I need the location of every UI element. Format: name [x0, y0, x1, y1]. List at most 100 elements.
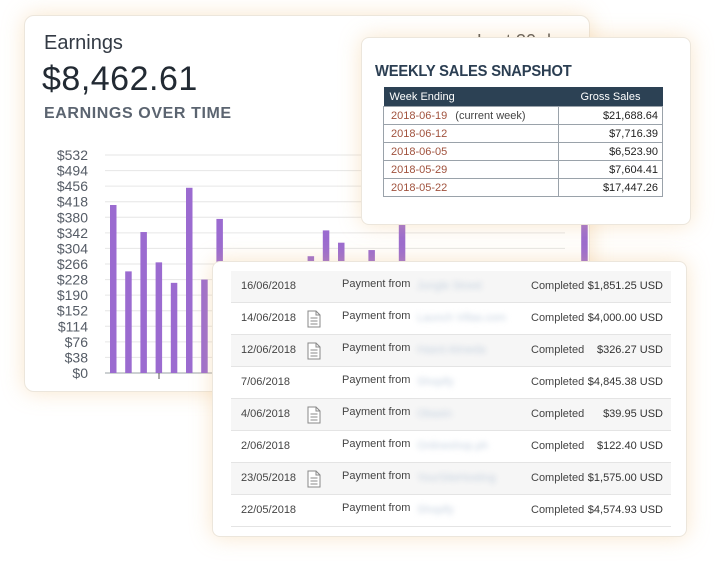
transaction-status: Completed — [531, 472, 585, 484]
transaction-status: Completed — [531, 504, 585, 516]
transaction-label: Payment from — [342, 406, 411, 418]
earnings-bar[interactable] — [201, 279, 208, 373]
transaction-label: Payment from — [342, 470, 411, 482]
snapshot-row: 2018-05-22 $17,447.26 — [383, 178, 663, 197]
y-tick-label: $532 — [57, 147, 88, 163]
y-tick-label: $266 — [57, 256, 88, 272]
gross-sales-value: $7,716.39 — [558, 124, 663, 143]
transaction-label: Payment from — [342, 342, 411, 354]
transaction-row[interactable]: 22/05/2018 Payment from Shopify Completed $4… — [231, 495, 671, 527]
document-icon[interactable] — [307, 303, 321, 328]
transaction-payer[interactable]: Onlineshop.ph — [417, 440, 488, 452]
week-ending-date[interactable]: 2018-05-29 — [383, 160, 559, 179]
gross-sales-header: Gross Sales — [558, 87, 663, 107]
transactions-list: 16/06/2018 Payment from Jungle Street Compl… — [231, 271, 671, 527]
y-tick-label: $38 — [65, 349, 89, 365]
transaction-status: Completed — [531, 280, 585, 292]
transaction-row[interactable]: 14/06/2018 Payment from Launch Villas.com C… — [231, 303, 671, 335]
week-date-text[interactable]: 2018-06-12 — [391, 127, 448, 140]
transaction-date: 16/06/2018 — [241, 280, 297, 292]
y-tick-label: $152 — [57, 303, 88, 319]
transaction-label: Payment from — [342, 374, 411, 386]
earnings-bar[interactable] — [110, 204, 117, 373]
transaction-amount: $4,574.93 USD — [587, 504, 663, 516]
transaction-amount: $1,575.00 USD — [587, 472, 663, 484]
transaction-row[interactable]: 16/06/2018 Payment from Jungle Street Compl… — [231, 271, 671, 303]
snapshot-row: 2018-06-19 (current week) $21,688.64 — [383, 106, 663, 125]
transaction-payer[interactable]: YourSiteHosting — [417, 472, 496, 484]
snapshot-header-row: Week Ending Gross Sales — [383, 87, 663, 107]
transaction-date: 4/06/2018 — [241, 408, 290, 420]
transaction-status: Completed — [531, 440, 585, 452]
transaction-label: Payment from — [342, 278, 411, 290]
transaction-payer[interactable]: Shopify — [417, 504, 454, 516]
transaction-date: 12/06/2018 — [241, 344, 297, 356]
snapshot-row: 2018-06-12 $7,716.39 — [383, 124, 663, 143]
transaction-amount: $39.95 USD — [603, 408, 663, 420]
y-tick-label: $456 — [57, 178, 88, 194]
week-ending-date[interactable]: 2018-06-19 (current week) — [383, 106, 559, 125]
transaction-payer[interactable]: Obasin — [417, 408, 452, 420]
week-ending-date[interactable]: 2018-06-12 — [383, 124, 559, 143]
week-ending-date[interactable]: 2018-05-22 — [383, 178, 559, 197]
y-tick-label: $114 — [58, 318, 88, 334]
document-icon[interactable] — [307, 335, 321, 360]
y-tick-label: $418 — [57, 194, 88, 210]
earnings-bar[interactable] — [170, 282, 178, 373]
transaction-date: 2/06/2018 — [241, 440, 290, 452]
earnings-amount: $8,462.61 — [42, 60, 198, 98]
y-tick-label: $228 — [57, 272, 88, 288]
y-tick-label: $76 — [65, 334, 89, 350]
transaction-amount: $4,000.00 USD — [587, 312, 663, 324]
week-date-text[interactable]: 2018-06-19 — [391, 109, 448, 122]
transaction-amount: $326.27 USD — [596, 344, 663, 356]
week-note: (current week) — [455, 109, 526, 122]
transaction-date: 14/06/2018 — [241, 312, 297, 324]
transaction-row[interactable]: 4/06/2018 Payment from Obasin Completed $39.… — [231, 399, 671, 431]
transaction-date: 23/05/2018 — [241, 472, 297, 484]
transaction-payer[interactable]: Shopify — [417, 376, 454, 388]
weekly-sales-card: WEEKLY SALES SNAPSHOT Week Ending Gross … — [361, 37, 691, 225]
week-date-text[interactable]: 2018-05-22 — [391, 181, 448, 194]
transaction-amount: $122.40 USD — [596, 440, 663, 452]
earnings-bar[interactable] — [186, 187, 193, 373]
transaction-label: Payment from — [342, 438, 411, 450]
earnings-subtitle: EARNINGS OVER TIME — [44, 105, 232, 122]
transaction-label: Payment from — [342, 502, 411, 514]
transaction-status: Completed — [531, 408, 585, 420]
week-date-text[interactable]: 2018-05-29 — [391, 163, 448, 176]
snapshot-table: Week Ending Gross Sales 2018-06-19 (curre… — [383, 87, 663, 197]
y-tick-label: $0 — [72, 365, 88, 381]
y-tick-label: $494 — [57, 163, 88, 179]
gross-sales-value: $7,604.41 — [558, 160, 663, 179]
transaction-status: Completed — [531, 312, 585, 324]
y-tick-label: $342 — [57, 225, 88, 241]
earnings-bar[interactable] — [155, 262, 163, 373]
earnings-bar[interactable] — [140, 232, 147, 373]
y-tick-label: $304 — [57, 240, 88, 256]
transaction-row[interactable]: 2/06/2018 Payment from Onlineshop.ph Comple… — [231, 431, 671, 463]
transactions-card: 16/06/2018 Payment from Jungle Street Compl… — [212, 261, 687, 537]
snapshot-row: 2018-05-29 $7,604.41 — [383, 160, 663, 179]
transaction-status: Completed — [531, 376, 585, 388]
week-ending-date[interactable]: 2018-06-05 — [383, 142, 559, 161]
transaction-status: Completed — [531, 344, 585, 356]
gross-sales-value: $21,688.64 — [558, 106, 663, 125]
y-tick-label: $380 — [57, 209, 88, 225]
week-date-text[interactable]: 2018-06-05 — [391, 145, 448, 158]
earnings-bar[interactable] — [125, 271, 132, 373]
transaction-date: 22/05/2018 — [241, 504, 297, 516]
earnings-title: Earnings — [44, 32, 123, 54]
week-ending-header: Week Ending — [383, 87, 559, 107]
y-tick-label: $190 — [57, 287, 88, 303]
transaction-payer[interactable]: Jungle Street — [417, 280, 482, 292]
transaction-date: 7/06/2018 — [241, 376, 290, 388]
transaction-row[interactable]: 12/06/2018 Payment from Hasnt Almeda Comple… — [231, 335, 671, 367]
document-icon[interactable] — [307, 399, 321, 424]
gross-sales-value: $17,447.26 — [558, 178, 663, 197]
transaction-payer[interactable]: Launch Villas.com — [417, 312, 507, 324]
document-icon[interactable] — [307, 463, 321, 488]
transaction-row[interactable]: 23/05/2018 Payment from YourSiteHosting Com… — [231, 463, 671, 495]
transaction-payer[interactable]: Hasnt Almeda — [417, 344, 486, 356]
transaction-row[interactable]: 7/06/2018 Payment from Shopify Completed $4,… — [231, 367, 671, 399]
